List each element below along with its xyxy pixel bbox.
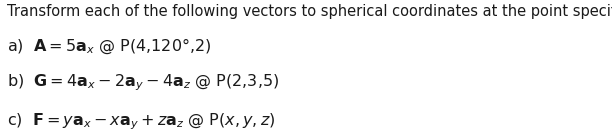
Text: c)  $\mathbf{F} = y\mathbf{a}_{x} - x\mathbf{a}_{y} + z\mathbf{a}_{z}$ @ P($x, y: c) $\mathbf{F} = y\mathbf{a}_{x} - x\mat… [7,111,276,129]
Text: a)  $\mathbf{A} = 5\mathbf{a}_{x}$ @ P(4,120°,2): a) $\mathbf{A} = 5\mathbf{a}_{x}$ @ P(4,… [7,36,212,55]
Text: b)  $\mathbf{G} = 4\mathbf{a}_{x} - 2\mathbf{a}_{y} - 4\mathbf{a}_{z}$ @ P(2,3,5: b) $\mathbf{G} = 4\mathbf{a}_{x} - 2\mat… [7,72,280,93]
Text: Transform each of the following vectors to spherical coordinates at the point sp: Transform each of the following vectors … [7,4,612,19]
